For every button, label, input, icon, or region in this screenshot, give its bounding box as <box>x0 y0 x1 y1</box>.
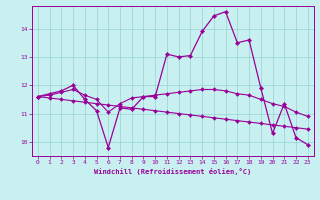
X-axis label: Windchill (Refroidissement éolien,°C): Windchill (Refroidissement éolien,°C) <box>94 168 252 175</box>
